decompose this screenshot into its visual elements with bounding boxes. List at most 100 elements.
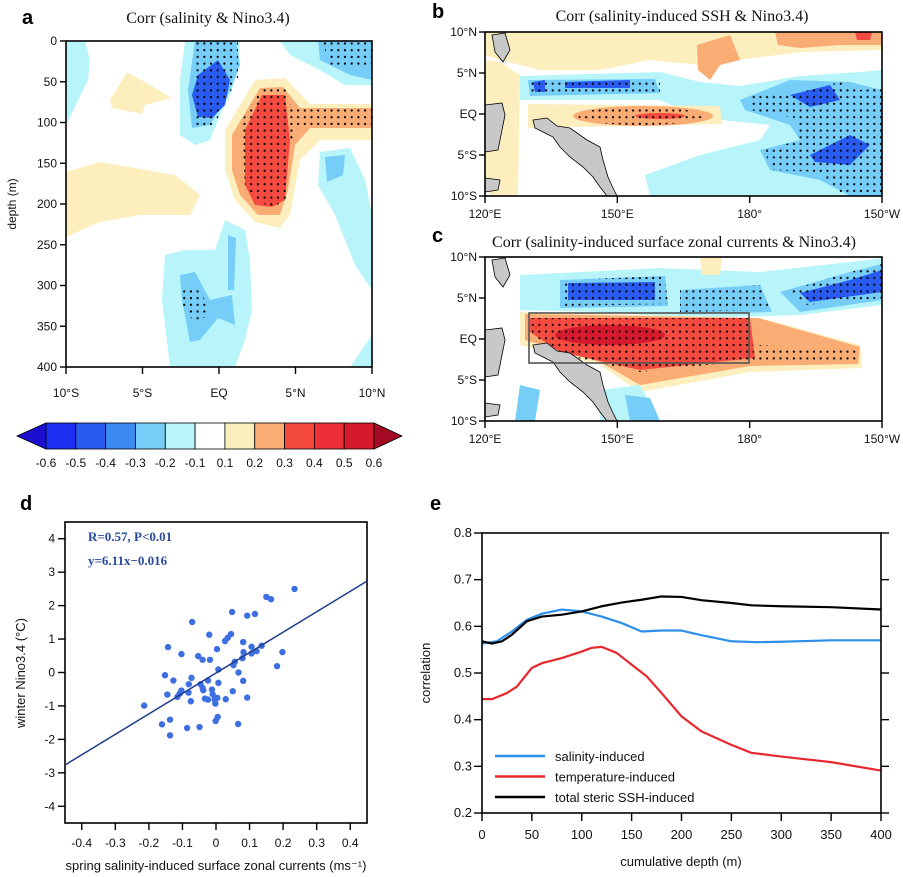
panel-c-axes: 10°N 5°N EQ 5°S 10°S 120°E 150°E 180° 150°W [450, 250, 901, 446]
scatter-point [204, 696, 212, 703]
y-tick-label: 5°S [458, 373, 477, 387]
contour [350, 335, 372, 367]
x-tick-label: 180° [737, 432, 762, 446]
scatter-point [229, 688, 236, 695]
x-tick-label: 300 [770, 827, 792, 842]
scatter-point [291, 585, 298, 593]
land [485, 402, 501, 418]
x-tick-label: -0.2 [139, 836, 160, 850]
legend-label: salinity-induced [555, 749, 645, 764]
x-tick-label: 50 [525, 827, 539, 842]
stippling [680, 285, 770, 312]
y-tick-label: 300 [37, 279, 57, 293]
legend-label: total steric SSH-induced [555, 790, 694, 805]
scatter-point [187, 698, 195, 705]
x-tick-label: 0.3 [308, 836, 325, 850]
y-tick-label: 0.5 [454, 665, 472, 680]
colorbar-label: -0.5 [65, 456, 86, 470]
series-line-temperature-induced [482, 645, 882, 772]
panel-letter-e: e [430, 493, 441, 515]
stippling [790, 264, 882, 305]
scatter-point [228, 608, 236, 616]
contour [625, 395, 660, 421]
scatter-point [235, 669, 242, 676]
scatter-point [213, 645, 221, 653]
scatter-point [239, 638, 247, 646]
colorbar-swatch [194, 422, 226, 450]
panel-c-contours [485, 257, 882, 421]
x-tick-label: 150 [621, 827, 643, 842]
contour [700, 257, 722, 275]
scatter-point [208, 686, 216, 693]
stippling [578, 107, 702, 125]
scatter-point [140, 702, 148, 709]
x-tick-label: -0.4 [71, 836, 92, 850]
nino-box-region [528, 312, 750, 364]
scatter-point [239, 677, 247, 685]
scatter-point [221, 637, 229, 645]
scatter-point [200, 687, 207, 694]
x-tick-label: 0.4 [342, 836, 359, 850]
x-tick-label: 0.2 [275, 836, 292, 850]
colorbar-label: 0.4 [306, 456, 323, 470]
y-tick-label: 150 [37, 156, 57, 170]
scatter-point [166, 732, 174, 739]
x-tick-label: EQ [210, 386, 227, 400]
scatter-point [222, 696, 229, 703]
series-line-total-steric-SSH-induced [481, 595, 882, 645]
series-line-salinity-induced [481, 608, 881, 645]
scatter-point [195, 652, 202, 660]
y-tick-label: 0.2 [454, 805, 472, 820]
scatter-point [164, 643, 172, 651]
panel-c-title: Corr (salinity-induced surface zonal cur… [492, 234, 856, 251]
stippling [532, 318, 755, 372]
panel-letter-b: b [432, 1, 444, 23]
contour [775, 32, 882, 48]
contour [66, 162, 200, 237]
contour [228, 235, 236, 290]
colorbar-swatch [254, 422, 285, 450]
colorbar-label: 0.1 [217, 456, 234, 470]
y-tick-label: 2 [48, 599, 55, 613]
colorbar-swatch [135, 422, 166, 450]
colorbar-swatch [224, 422, 256, 450]
panel-a-ylabel: depth (m) [5, 178, 19, 229]
scatter-point [196, 723, 203, 731]
scatter-point [212, 700, 219, 707]
scatter-point [212, 717, 219, 725]
scatter-point [166, 716, 174, 723]
scatter-point [209, 691, 216, 698]
x-tick-label: 150°W [864, 207, 901, 221]
stippling [530, 78, 660, 95]
scatter-point [188, 618, 196, 626]
colorbar-swatch [343, 422, 375, 450]
stippling [194, 42, 238, 128]
contour [66, 41, 90, 125]
x-tick-label: 10°N [359, 386, 386, 400]
colorbar-label: -0.1 [185, 456, 206, 470]
y-tick-label: -2 [44, 732, 55, 746]
y-tick-label: 100 [37, 116, 57, 130]
x-tick-label: 5°N [285, 386, 305, 400]
y-tick-label: 1 [48, 632, 55, 646]
colorbar-swatch [75, 422, 107, 450]
y-tick-label: 4 [48, 532, 55, 546]
y-tick-label: 0.4 [454, 712, 472, 727]
y-tick-label: -3 [44, 766, 55, 780]
colorbar-label: -0.3 [125, 456, 146, 470]
colorbar-swatch [45, 422, 77, 450]
panel-letter-d: d [20, 493, 32, 515]
y-tick-label: 10°N [450, 250, 477, 264]
y-tick-label: 0 [48, 666, 55, 680]
colorbar-label: 0.2 [246, 456, 263, 470]
colorbar-min-arrow [16, 422, 47, 450]
stippling [242, 88, 372, 208]
panel-a-title: Corr (salinity & Nino3.4) [126, 10, 290, 27]
scatter-point [170, 677, 177, 684]
x-tick-label: 150°E [601, 432, 634, 446]
x-tick-label: 120°E [469, 432, 502, 446]
y-tick-label: 50 [44, 75, 58, 89]
scatter-point [183, 724, 191, 732]
contour [325, 155, 345, 182]
